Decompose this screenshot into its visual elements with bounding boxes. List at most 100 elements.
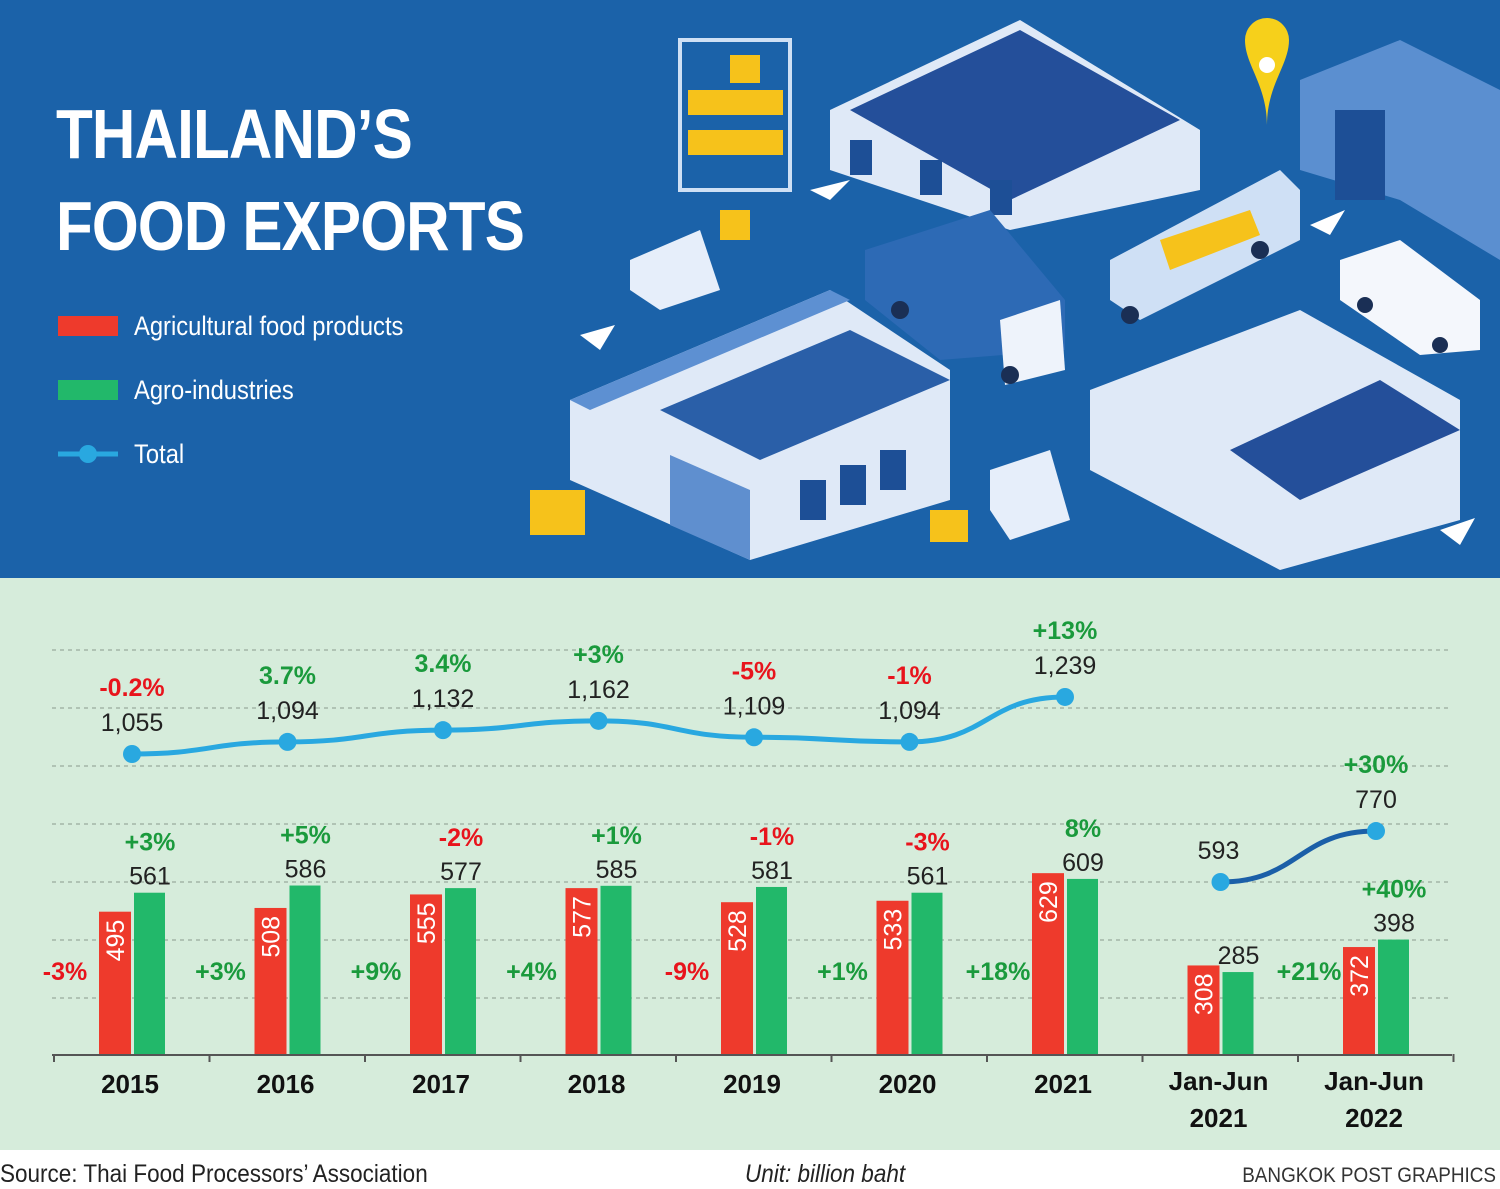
van-icon bbox=[1340, 240, 1480, 355]
bar-value-label: 372 bbox=[1346, 955, 1374, 997]
bar-agricultural bbox=[254, 907, 287, 1054]
legend-item-agro: Agro-industries bbox=[58, 375, 316, 405]
growth-label: +40% bbox=[1362, 876, 1427, 904]
total-value-label: 1,055 bbox=[101, 709, 164, 737]
location-pin-icon bbox=[1245, 18, 1289, 125]
total-point bbox=[434, 721, 452, 740]
growth-label: +1% bbox=[817, 958, 868, 986]
growth-label: -1% bbox=[750, 823, 794, 851]
bar-agricultural bbox=[876, 900, 909, 1054]
legend-item-agricultural: Agricultural food products bbox=[58, 311, 440, 341]
warehouse-illustration bbox=[530, 18, 1500, 570]
x-tick-label: 2021 bbox=[1190, 1103, 1248, 1133]
x-tick-label: 2021 bbox=[1034, 1069, 1092, 1099]
growth-label: 3.4% bbox=[415, 650, 472, 678]
legend-swatch-red bbox=[58, 316, 118, 336]
bar-agricultural bbox=[1187, 965, 1220, 1054]
bar-value-label: 508 bbox=[258, 916, 286, 958]
total-value-label: 1,094 bbox=[256, 697, 319, 725]
shelf-icon bbox=[678, 38, 792, 192]
bar-value-label: 398 bbox=[1373, 910, 1415, 938]
growth-label: 8% bbox=[1065, 815, 1101, 843]
growth-label: -2% bbox=[439, 824, 483, 852]
total-value-label: 1,109 bbox=[723, 692, 786, 720]
growth-label: +3% bbox=[573, 641, 624, 669]
growth-label: -3% bbox=[43, 958, 87, 986]
x-tick-label: Jan-Jun bbox=[1324, 1066, 1424, 1096]
growth-label: -5% bbox=[732, 657, 776, 685]
total-value-label: 1,132 bbox=[412, 685, 475, 713]
bar-agro-industries bbox=[1222, 972, 1254, 1054]
legend-label: Total bbox=[134, 438, 185, 469]
credit: BANGKOK POST GRAPHICS bbox=[1242, 1164, 1496, 1187]
bar-value-label: 555 bbox=[413, 902, 441, 944]
bar-agricultural bbox=[1032, 873, 1064, 1054]
bar-value-label: 285 bbox=[1218, 942, 1260, 970]
growth-label: +4% bbox=[506, 958, 557, 986]
bar-value-label: 586 bbox=[285, 856, 327, 884]
bar-agricultural bbox=[721, 902, 753, 1054]
total-point bbox=[589, 711, 608, 730]
bar-value-label: 585 bbox=[596, 856, 638, 884]
legend-item-total: Total bbox=[58, 439, 191, 469]
x-tick-label: 2022 bbox=[1345, 1103, 1403, 1133]
legend-line-dot-icon bbox=[58, 445, 118, 463]
x-tick-label: 2020 bbox=[879, 1069, 937, 1099]
total-value-label: 1,094 bbox=[878, 697, 941, 725]
truck-icon bbox=[865, 210, 1065, 385]
x-tick-label: 2015 bbox=[101, 1069, 159, 1099]
truck-icon bbox=[1110, 170, 1300, 324]
bar-agricultural bbox=[565, 888, 598, 1054]
bar-agro-industries bbox=[1067, 878, 1098, 1054]
x-tick-label: 2017 bbox=[412, 1069, 470, 1099]
legend-label: Agro-industries bbox=[134, 374, 294, 405]
warehouse-icon bbox=[570, 290, 950, 560]
bar-agricultural bbox=[99, 911, 131, 1054]
growth-label: +3% bbox=[195, 958, 246, 986]
growth-label: +13% bbox=[1033, 617, 1098, 645]
growth-label: +5% bbox=[280, 822, 331, 850]
bar-agro-industries bbox=[289, 885, 321, 1054]
x-tick-label: Jan-Jun bbox=[1169, 1066, 1269, 1096]
chart-title: THAILAND’S FOOD EXPORTS bbox=[56, 88, 525, 272]
total-value-label: 770 bbox=[1355, 786, 1397, 814]
building-icon bbox=[1300, 40, 1500, 260]
total-value-label: 593 bbox=[1198, 837, 1240, 865]
bar-value-label: 528 bbox=[724, 910, 752, 952]
growth-label: +21% bbox=[1277, 958, 1342, 986]
bar-agricultural bbox=[1343, 947, 1375, 1054]
total-point bbox=[900, 732, 919, 751]
bar-value-label: 561 bbox=[907, 863, 949, 891]
growth-label: +1% bbox=[591, 822, 642, 850]
total-point bbox=[1211, 873, 1230, 891]
bar-value-label: 581 bbox=[751, 857, 793, 885]
growth-label: -3% bbox=[905, 829, 949, 857]
bar-agro-industries bbox=[911, 892, 943, 1054]
bar-agro-industries bbox=[134, 892, 165, 1054]
bar-value-label: 495 bbox=[102, 920, 130, 962]
boxes-icon bbox=[530, 490, 968, 542]
x-tick-label: 2018 bbox=[568, 1069, 626, 1099]
warehouse-icon bbox=[1090, 310, 1460, 570]
bar-value-label: 561 bbox=[129, 863, 171, 891]
warehouse-icon bbox=[830, 20, 1200, 230]
total-point bbox=[1367, 822, 1385, 841]
bar-value-label: 629 bbox=[1035, 881, 1063, 923]
x-tick-label: 2019 bbox=[723, 1069, 781, 1099]
bar-agro-industries bbox=[756, 886, 787, 1054]
legend-label: Agricultural food products bbox=[134, 310, 404, 341]
growth-label: +3% bbox=[125, 829, 176, 857]
title-line-2: FOOD EXPORTS bbox=[56, 187, 525, 265]
source-note: Source: Thai Food Processors’ Associatio… bbox=[0, 1160, 428, 1188]
bar-agricultural bbox=[410, 894, 442, 1054]
total-line-half-year bbox=[1220, 828, 1377, 885]
x-tick-label: 2016 bbox=[257, 1069, 315, 1099]
growth-label: +30% bbox=[1344, 751, 1409, 779]
bar-value-label: 533 bbox=[880, 909, 908, 951]
unit-note: Unit: billion baht bbox=[745, 1160, 906, 1188]
bar-agro-industries bbox=[445, 888, 476, 1054]
total-point bbox=[123, 745, 141, 763]
total-value-label: 1,162 bbox=[567, 676, 630, 704]
arrow-icon bbox=[580, 180, 1475, 545]
